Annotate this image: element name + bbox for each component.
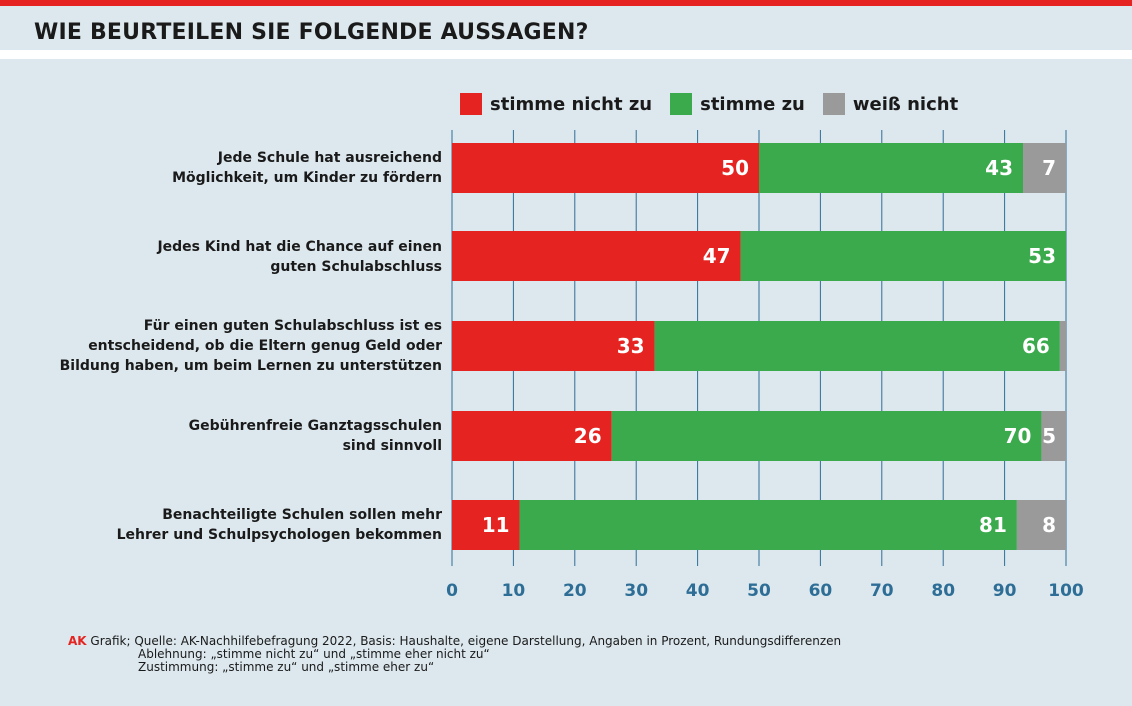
data-label: 11 [482,513,510,537]
x-tick-label: 90 [993,581,1017,601]
bar-segment [519,500,1017,550]
x-tick-label: 20 [563,581,587,601]
category-label: Jede Schule hat ausreichend Möglichkeit,… [172,150,442,186]
legend: stimme nicht zu stimme zu weiß nicht [460,93,976,115]
data-label: 47 [703,244,731,268]
bar-segment [1023,143,1066,193]
bar-segment [452,321,655,371]
x-tick-label: 80 [931,581,955,601]
legend-label: weiß nicht [852,93,959,115]
data-label: 43 [985,156,1013,180]
footnote-ablehnung: Ablehnung: „stimme nicht zu“ und „stimme… [138,647,490,661]
top-accent-bar [0,0,1132,6]
footer-source-line: AK Grafik; Quelle: AK-Nachhilfebefragung… [68,635,841,648]
footer: AK Grafik; Quelle: AK-Nachhilfebefragung… [68,635,841,674]
category-label: Jedes Kind hat die Chance auf einen gute… [157,239,442,275]
category-label: Gebührenfreie Ganztagsschulen sind sinnv… [188,418,442,454]
x-tick-label: 70 [870,581,894,601]
data-label: 7 [1042,156,1056,180]
bar-segment [740,231,1066,281]
bar-segment [611,411,1042,461]
brand-mark: AK [68,634,87,648]
bar-segment [759,143,1024,193]
data-label: 26 [574,424,602,448]
bar-segment [1016,500,1066,550]
source-text: Grafik; Quelle: AK-Nachhilfebefragung 20… [86,634,842,648]
x-tick-label: 50 [747,581,771,601]
legend-swatch [822,93,845,115]
x-tick-label: 100 [1048,581,1084,601]
data-label: 33 [617,334,645,358]
legend-swatch [460,93,482,115]
x-tick-label: 0 [446,581,458,601]
chart-title: WIE BEURTEILEN SIE FOLGENDE AUSSAGEN? [34,20,589,45]
data-label: 66 [1022,334,1050,358]
data-label: 81 [979,513,1007,537]
legend-item-zu: stimme zu [670,93,805,115]
x-tick-label: 30 [624,581,648,601]
data-label: 50 [721,156,749,180]
data-label: 5 [1042,424,1056,448]
data-label: 70 [1004,424,1032,448]
legend-swatch [670,93,693,115]
bar-segment [452,411,612,461]
x-tick-label: 10 [502,581,526,601]
bar-segment [452,143,759,193]
legend-item-weiss: weiß nicht [822,93,959,115]
legend-label: stimme zu [700,93,805,115]
bar-segment [452,500,520,550]
footnote-zustimmung: Zustimmung: „stimme zu“ und „stimme eher… [138,660,435,674]
bar-segment [452,231,741,281]
bar-segment [1041,411,1066,461]
x-tick-label: 60 [809,581,833,601]
data-label: 8 [1042,513,1056,537]
bar-segment [654,321,1060,371]
bar-segment [1059,321,1066,371]
x-tick-label: 40 [686,581,710,601]
legend-item-nicht: stimme nicht zu [460,93,652,115]
category-label: Für einen guten Schulabschluss ist es en… [59,318,442,374]
header: WIE BEURTEILEN SIE FOLGENDE AUSSAGEN? [0,6,1132,50]
category-label: Benachteiligte Schulen sollen mehr Lehre… [116,507,442,543]
header-divider [0,50,1132,59]
data-label: 53 [1028,244,1056,268]
legend-label: stimme nicht zu [490,93,653,115]
